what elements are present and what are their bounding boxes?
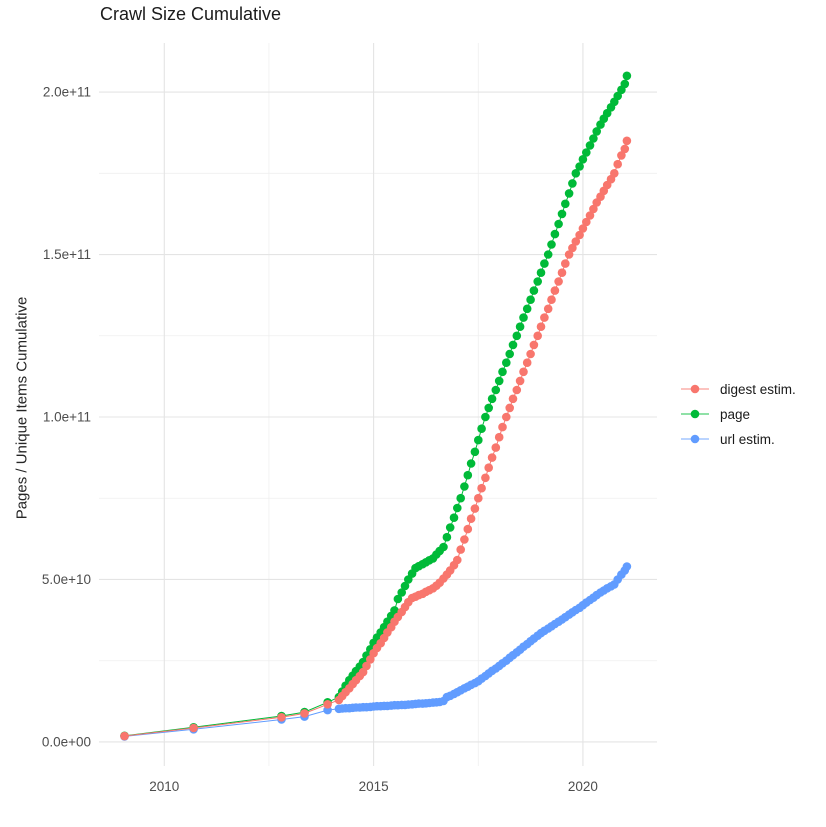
legend-key-icon bbox=[681, 434, 709, 444]
legend-label: page bbox=[720, 406, 751, 422]
legend-key-icon bbox=[681, 409, 709, 419]
gridlines-minor bbox=[99, 43, 657, 766]
x-axis-tick-labels: 2010 2015 2020 bbox=[149, 779, 598, 794]
y-axis-tick-labels: 0.0e+00 5.0e+10 1.0e+11 1.5e+11 2.0e+11 bbox=[42, 85, 91, 750]
svg-text:0.0e+00: 0.0e+00 bbox=[42, 734, 91, 749]
legend: digest estim. page url estim. bbox=[680, 381, 796, 447]
svg-text:2020: 2020 bbox=[568, 779, 598, 794]
svg-text:1.5e+11: 1.5e+11 bbox=[43, 247, 91, 262]
svg-text:1.0e+11: 1.0e+11 bbox=[43, 410, 91, 425]
series-digest-estim bbox=[120, 136, 632, 741]
legend-item-url-estim: url estim. bbox=[680, 431, 796, 447]
svg-text:5.0e+10: 5.0e+10 bbox=[42, 572, 91, 587]
legend-item-page: page bbox=[680, 406, 796, 422]
legend-key-icon bbox=[681, 384, 709, 394]
svg-text:2010: 2010 bbox=[149, 779, 179, 794]
svg-text:2.0e+11: 2.0e+11 bbox=[43, 85, 91, 100]
gridlines-major bbox=[99, 43, 657, 766]
legend-item-digest-estim: digest estim. bbox=[680, 381, 796, 397]
legend-label: url estim. bbox=[720, 431, 775, 447]
svg-text:2015: 2015 bbox=[359, 779, 389, 794]
series-url-estim bbox=[120, 562, 632, 741]
legend-label: digest estim. bbox=[720, 381, 796, 397]
chart-title: Crawl Size Cumulative bbox=[100, 4, 282, 24]
series-page bbox=[120, 71, 632, 741]
